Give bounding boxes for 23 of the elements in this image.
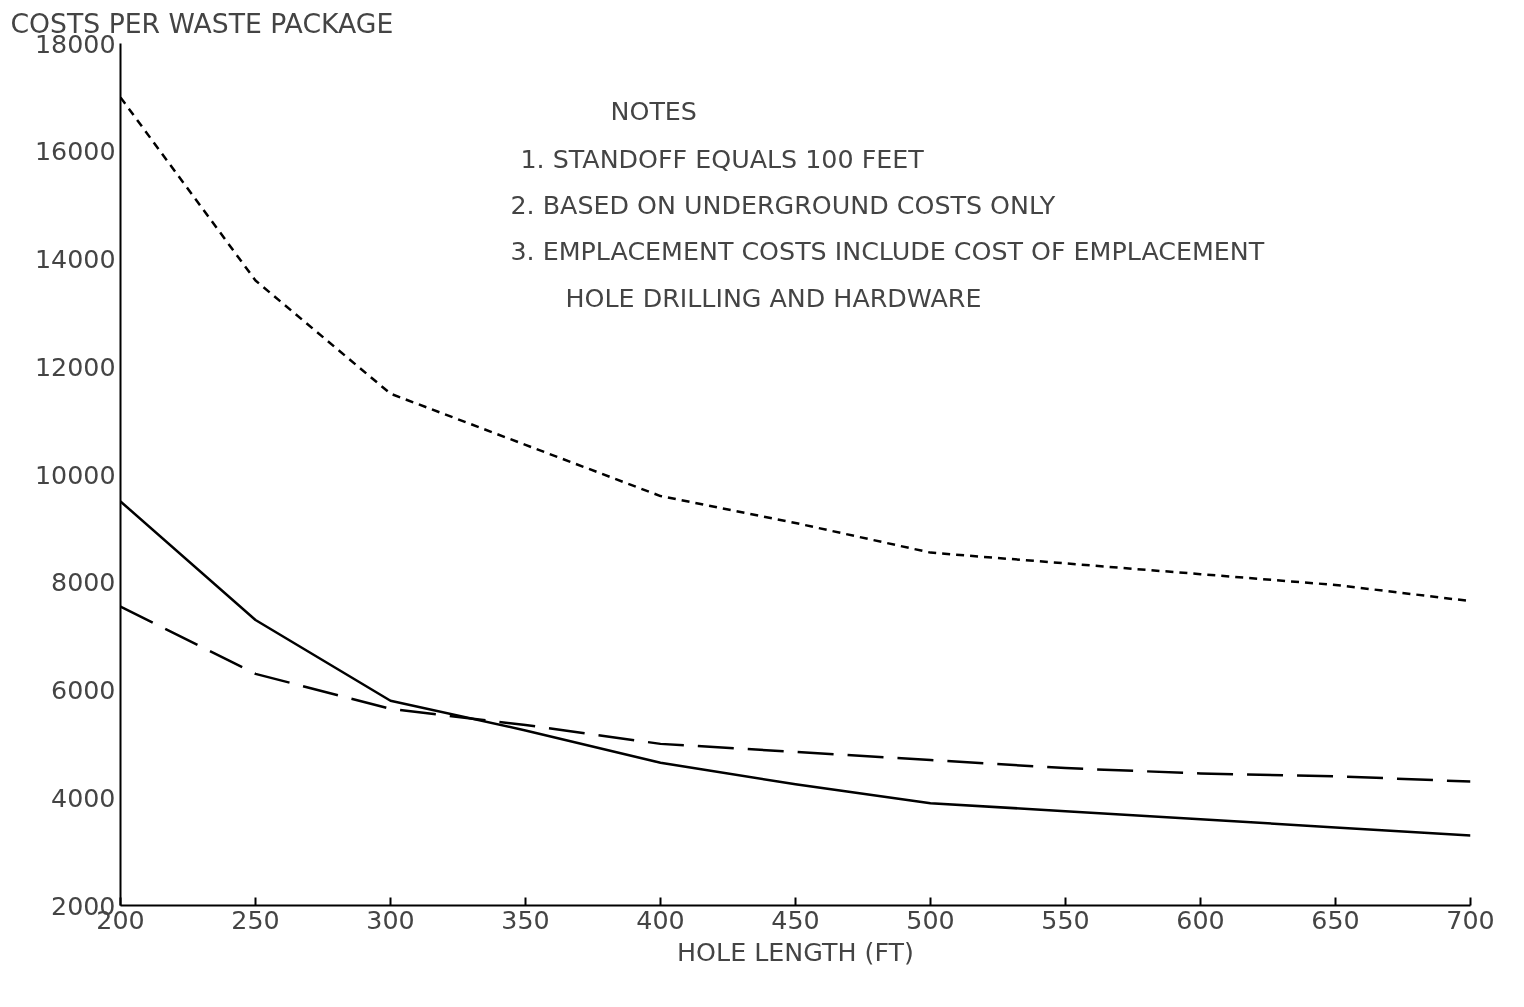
x-tick-label: 250 bbox=[231, 904, 280, 935]
annotation: 2. BASED ON UNDERGROUND COSTS ONLY bbox=[510, 189, 1056, 220]
x-tick-label: 400 bbox=[636, 904, 685, 935]
y-tick-label: 8000 bbox=[51, 567, 116, 598]
x-tick-label: 450 bbox=[771, 904, 820, 935]
x-tick-label: 550 bbox=[1041, 904, 1090, 935]
annotation: HOLE DRILLING AND HARDWARE bbox=[565, 282, 982, 313]
x-tick-label: 500 bbox=[906, 904, 955, 935]
x-tick-label: 600 bbox=[1176, 904, 1225, 935]
annotation: NOTES bbox=[610, 95, 697, 126]
x-tick-label: 700 bbox=[1446, 904, 1495, 935]
annotation: 3. EMPLACEMENT COSTS INCLUDE COST OF EMPLACEMENT bbox=[510, 235, 1265, 266]
y-tick-label: 16000 bbox=[34, 136, 116, 167]
x-tick-label: 650 bbox=[1311, 904, 1360, 935]
x-axis-title: HOLE LENGTH (FT) bbox=[677, 936, 914, 967]
x-tick-label: 300 bbox=[366, 904, 415, 935]
y-tick-label: 14000 bbox=[34, 244, 116, 274]
y-tick-label: 12000 bbox=[34, 351, 116, 382]
annotation: 1. STANDOFF EQUALS 100 FEET bbox=[520, 143, 925, 174]
y-tick-label: 6000 bbox=[51, 675, 116, 705]
y-tick-label: 4000 bbox=[51, 782, 116, 813]
x-tick-label: 350 bbox=[501, 904, 550, 935]
y-tick-label: 10000 bbox=[34, 459, 116, 490]
